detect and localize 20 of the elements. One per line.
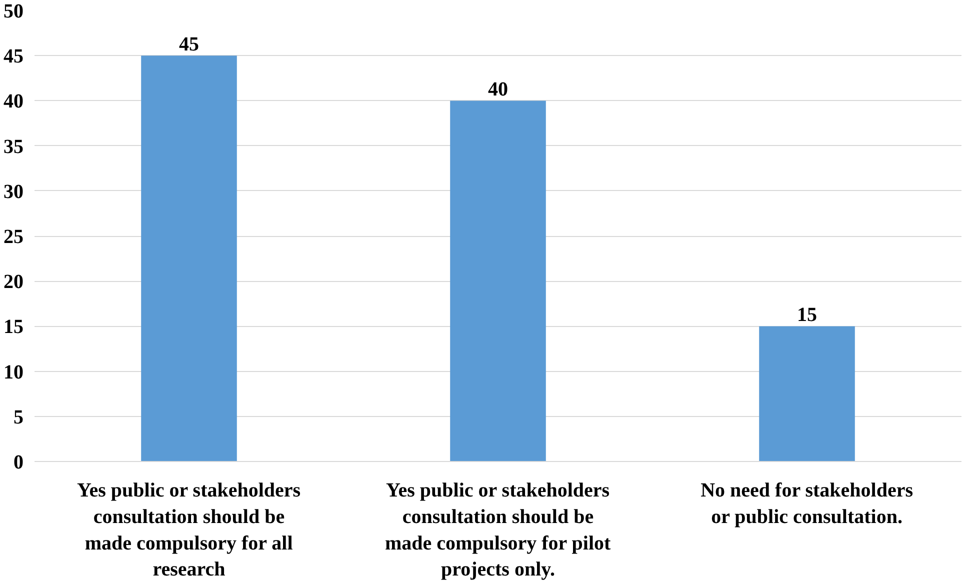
data-label: 40 [488,78,508,101]
bar [759,326,855,462]
y-tick-label: 50 [4,0,24,22]
y-tick-label: 5 [14,406,24,428]
bar [450,100,546,462]
y-tick-label: 0 [14,452,24,474]
data-label: 15 [797,304,817,326]
x-tick-label: Yes public or stakeholders consultation should be made compulsory for pilot projects only. [384,480,612,581]
y-tick-label: 30 [4,180,24,203]
x-tick-label: No need for stakeholders or public consultation. [700,480,914,528]
y-tick-label: 40 [4,90,24,113]
x-tick-label: Yes public or stakeholders consultation should be made compulsory for all research [77,480,301,581]
y-tick-label: 35 [4,136,24,158]
y-tick-label: 45 [4,46,24,68]
bar [141,56,237,462]
data-label: 45 [179,34,199,56]
y-tick-label: 25 [4,226,24,248]
y-tick-label: 15 [4,316,24,338]
y-tick-label: 20 [4,271,24,294]
y-tick-label: 10 [4,361,24,384]
